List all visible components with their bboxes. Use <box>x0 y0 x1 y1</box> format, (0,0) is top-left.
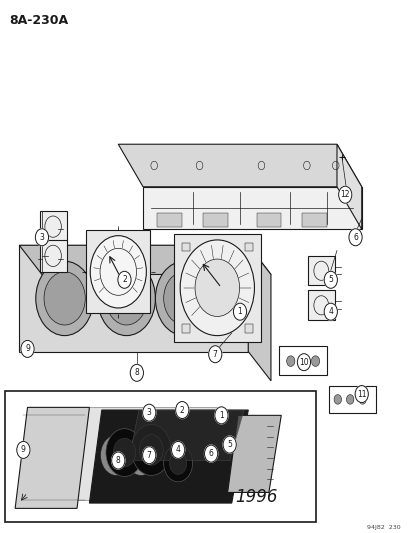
Polygon shape <box>336 144 361 229</box>
Text: 2: 2 <box>179 406 184 415</box>
Text: 12: 12 <box>339 190 349 199</box>
Polygon shape <box>143 187 361 229</box>
Text: 5: 5 <box>227 440 232 449</box>
Text: 2: 2 <box>122 275 126 284</box>
Bar <box>301 213 326 227</box>
Text: 3: 3 <box>147 408 151 417</box>
Circle shape <box>36 261 93 336</box>
Circle shape <box>139 434 163 465</box>
Circle shape <box>354 385 368 402</box>
Text: 8: 8 <box>134 368 139 377</box>
Circle shape <box>169 452 186 474</box>
Text: 7: 7 <box>212 350 217 359</box>
Text: 9: 9 <box>21 446 26 455</box>
Bar <box>307 290 334 320</box>
Text: 5: 5 <box>328 275 332 284</box>
Circle shape <box>348 229 361 246</box>
Bar <box>328 386 375 413</box>
Text: 4: 4 <box>328 307 332 316</box>
Text: 7: 7 <box>147 451 151 460</box>
Circle shape <box>223 436 236 453</box>
Circle shape <box>175 401 188 418</box>
Circle shape <box>195 259 239 317</box>
Bar <box>40 211 66 243</box>
Bar <box>86 230 150 313</box>
Text: 8A-230A: 8A-230A <box>9 14 68 27</box>
Circle shape <box>163 445 192 482</box>
Text: 1996: 1996 <box>235 488 277 506</box>
Circle shape <box>214 407 228 424</box>
Circle shape <box>208 346 221 363</box>
Text: 6: 6 <box>352 233 357 242</box>
Bar <box>307 256 334 285</box>
Circle shape <box>112 452 125 469</box>
Circle shape <box>163 272 204 325</box>
Text: 94J82  230: 94J82 230 <box>366 524 400 530</box>
Circle shape <box>286 356 294 367</box>
Circle shape <box>142 447 155 464</box>
Circle shape <box>118 271 131 288</box>
Text: 4: 4 <box>175 446 180 455</box>
Bar <box>244 324 252 333</box>
Polygon shape <box>89 410 248 503</box>
Circle shape <box>97 261 155 336</box>
Bar <box>40 240 66 272</box>
Polygon shape <box>128 410 244 461</box>
Bar <box>278 346 326 375</box>
Circle shape <box>142 404 155 421</box>
Polygon shape <box>248 245 270 381</box>
Bar <box>223 293 242 333</box>
Circle shape <box>155 261 213 336</box>
Circle shape <box>338 186 351 203</box>
Circle shape <box>17 441 30 458</box>
Polygon shape <box>19 245 270 274</box>
Circle shape <box>171 441 184 458</box>
Text: 1: 1 <box>218 411 223 420</box>
Circle shape <box>358 394 366 404</box>
Circle shape <box>299 356 307 367</box>
Text: 6: 6 <box>208 449 213 458</box>
Circle shape <box>333 394 341 404</box>
Bar <box>202 213 227 227</box>
Polygon shape <box>19 245 248 352</box>
Circle shape <box>204 445 217 462</box>
Circle shape <box>113 438 135 467</box>
Text: 1: 1 <box>237 307 242 316</box>
Circle shape <box>44 272 85 325</box>
Text: 3: 3 <box>39 233 44 242</box>
Circle shape <box>125 435 156 475</box>
Bar <box>5 391 316 522</box>
Polygon shape <box>77 407 217 500</box>
Bar <box>244 243 252 252</box>
Bar <box>181 324 190 333</box>
Circle shape <box>233 303 246 320</box>
Circle shape <box>180 240 254 336</box>
Circle shape <box>297 354 310 370</box>
Circle shape <box>90 236 146 308</box>
Polygon shape <box>118 144 361 187</box>
Bar <box>181 243 190 252</box>
Circle shape <box>311 356 319 367</box>
Text: 8: 8 <box>116 456 120 465</box>
Circle shape <box>106 429 143 477</box>
Circle shape <box>131 424 171 475</box>
Polygon shape <box>15 407 89 508</box>
Text: 9: 9 <box>25 344 30 353</box>
Text: 11: 11 <box>356 390 366 399</box>
Bar <box>173 233 260 342</box>
Circle shape <box>21 341 34 358</box>
Circle shape <box>130 365 143 381</box>
Circle shape <box>35 229 48 246</box>
Bar <box>157 213 182 227</box>
Circle shape <box>346 394 353 404</box>
Circle shape <box>323 303 337 320</box>
Bar <box>256 213 280 227</box>
Polygon shape <box>227 415 280 492</box>
Circle shape <box>100 435 132 475</box>
Circle shape <box>323 271 337 288</box>
Circle shape <box>106 272 147 325</box>
Text: 10: 10 <box>299 358 308 367</box>
